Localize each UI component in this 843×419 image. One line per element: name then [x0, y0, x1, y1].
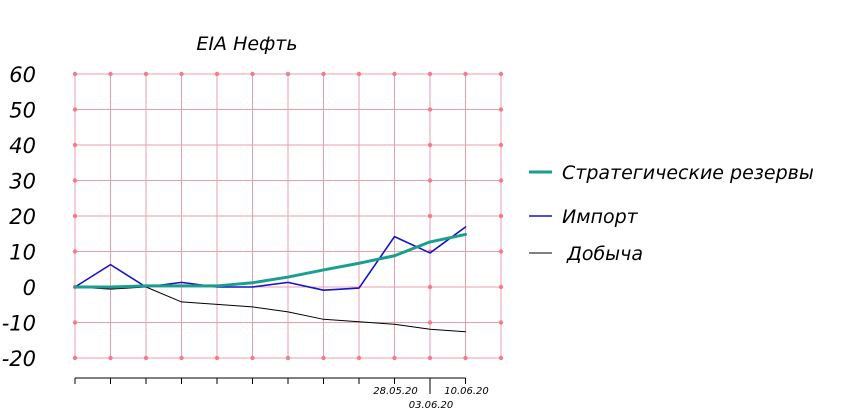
grid-dot: [498, 178, 504, 183]
y-tick-label: 40: [9, 134, 36, 158]
chart-title: EIA Нефть: [196, 33, 297, 55]
series-line-imports: [74, 226, 467, 291]
grid-dot: [427, 320, 433, 325]
grid-dot: [72, 320, 78, 325]
y-axis: -20 -10 0 10 20 30 40 50 60: [2, 63, 36, 371]
x-tick-label: 28.05.20: [373, 386, 418, 397]
grid-dot: [463, 355, 468, 361]
grid-dot: [72, 107, 78, 112]
grid-dot: [179, 355, 184, 361]
grid-dot: [143, 71, 149, 77]
grid-dot: [498, 107, 504, 112]
grid-dot: [498, 284, 504, 290]
y-tick-label: 50: [9, 99, 36, 123]
grid-dot: [285, 355, 291, 361]
grid-dot: [498, 320, 504, 325]
grid-dot: [427, 284, 433, 290]
grid-dot: [72, 178, 78, 183]
x-tick-label: 03.06.20: [409, 400, 454, 411]
x-tick-label: 10.06.20: [444, 386, 489, 397]
grid-dot: [285, 71, 291, 77]
series-line-strategic-reserves: [73, 232, 467, 289]
legend-item-imports: Импорт: [529, 206, 639, 228]
grid-dot: [321, 71, 326, 77]
grid-dot: [427, 107, 433, 112]
grid-dot: [214, 71, 220, 77]
grid-dot: [108, 355, 113, 361]
grid-dot: [498, 249, 504, 254]
grid-dot: [427, 178, 433, 183]
grid-dot: [498, 213, 504, 219]
grid-dot: [498, 71, 504, 77]
grid-dot: [321, 355, 326, 361]
grid-dot: [250, 71, 255, 77]
grid-dot: [356, 71, 362, 77]
grid-dot: [427, 142, 433, 148]
y-tick-label: -10: [2, 312, 36, 336]
grid-dot: [250, 355, 255, 361]
legend-item-production: Добыча: [529, 243, 643, 265]
y-tick-label: -20: [2, 347, 36, 371]
grid-dot: [108, 71, 113, 77]
grid-dot: [498, 142, 504, 148]
grid-dot: [214, 355, 220, 361]
y-tick-label: 0: [23, 276, 36, 300]
grid-dot: [356, 355, 362, 361]
grid-dot: [72, 213, 78, 219]
grid-dot: [427, 213, 433, 219]
grid-dot: [72, 142, 78, 148]
grid-dot: [143, 355, 149, 361]
series-line-production: [74, 286, 466, 333]
grid-dot: [392, 71, 397, 77]
grid-dot: [498, 355, 504, 361]
grid-dot: [392, 355, 397, 361]
grid-dot: [427, 71, 433, 77]
grid-dot: [463, 71, 468, 77]
grid-dot: [179, 71, 184, 77]
grid-dot: [72, 71, 78, 77]
series-lines: [73, 226, 467, 333]
grid-dot: [72, 355, 78, 361]
legend-label: Добыча: [566, 243, 643, 265]
legend-item-strategic-reserves: Стратегические резервы: [529, 162, 814, 184]
grid: [72, 71, 504, 361]
x-axis: 28.05.20 03.06.20 10.06.20: [74, 377, 489, 411]
y-tick-label: 10: [9, 241, 36, 265]
y-tick-label: 30: [9, 170, 36, 194]
grid-dot: [427, 355, 433, 361]
legend-label: Импорт: [562, 206, 639, 228]
legend-label: Стратегические резервы: [562, 162, 814, 184]
grid-dot: [72, 249, 78, 254]
y-tick-label: 20: [9, 205, 36, 229]
y-tick-label: 60: [9, 63, 36, 87]
legend: Стратегические резервы Импорт Добыча: [529, 162, 814, 265]
